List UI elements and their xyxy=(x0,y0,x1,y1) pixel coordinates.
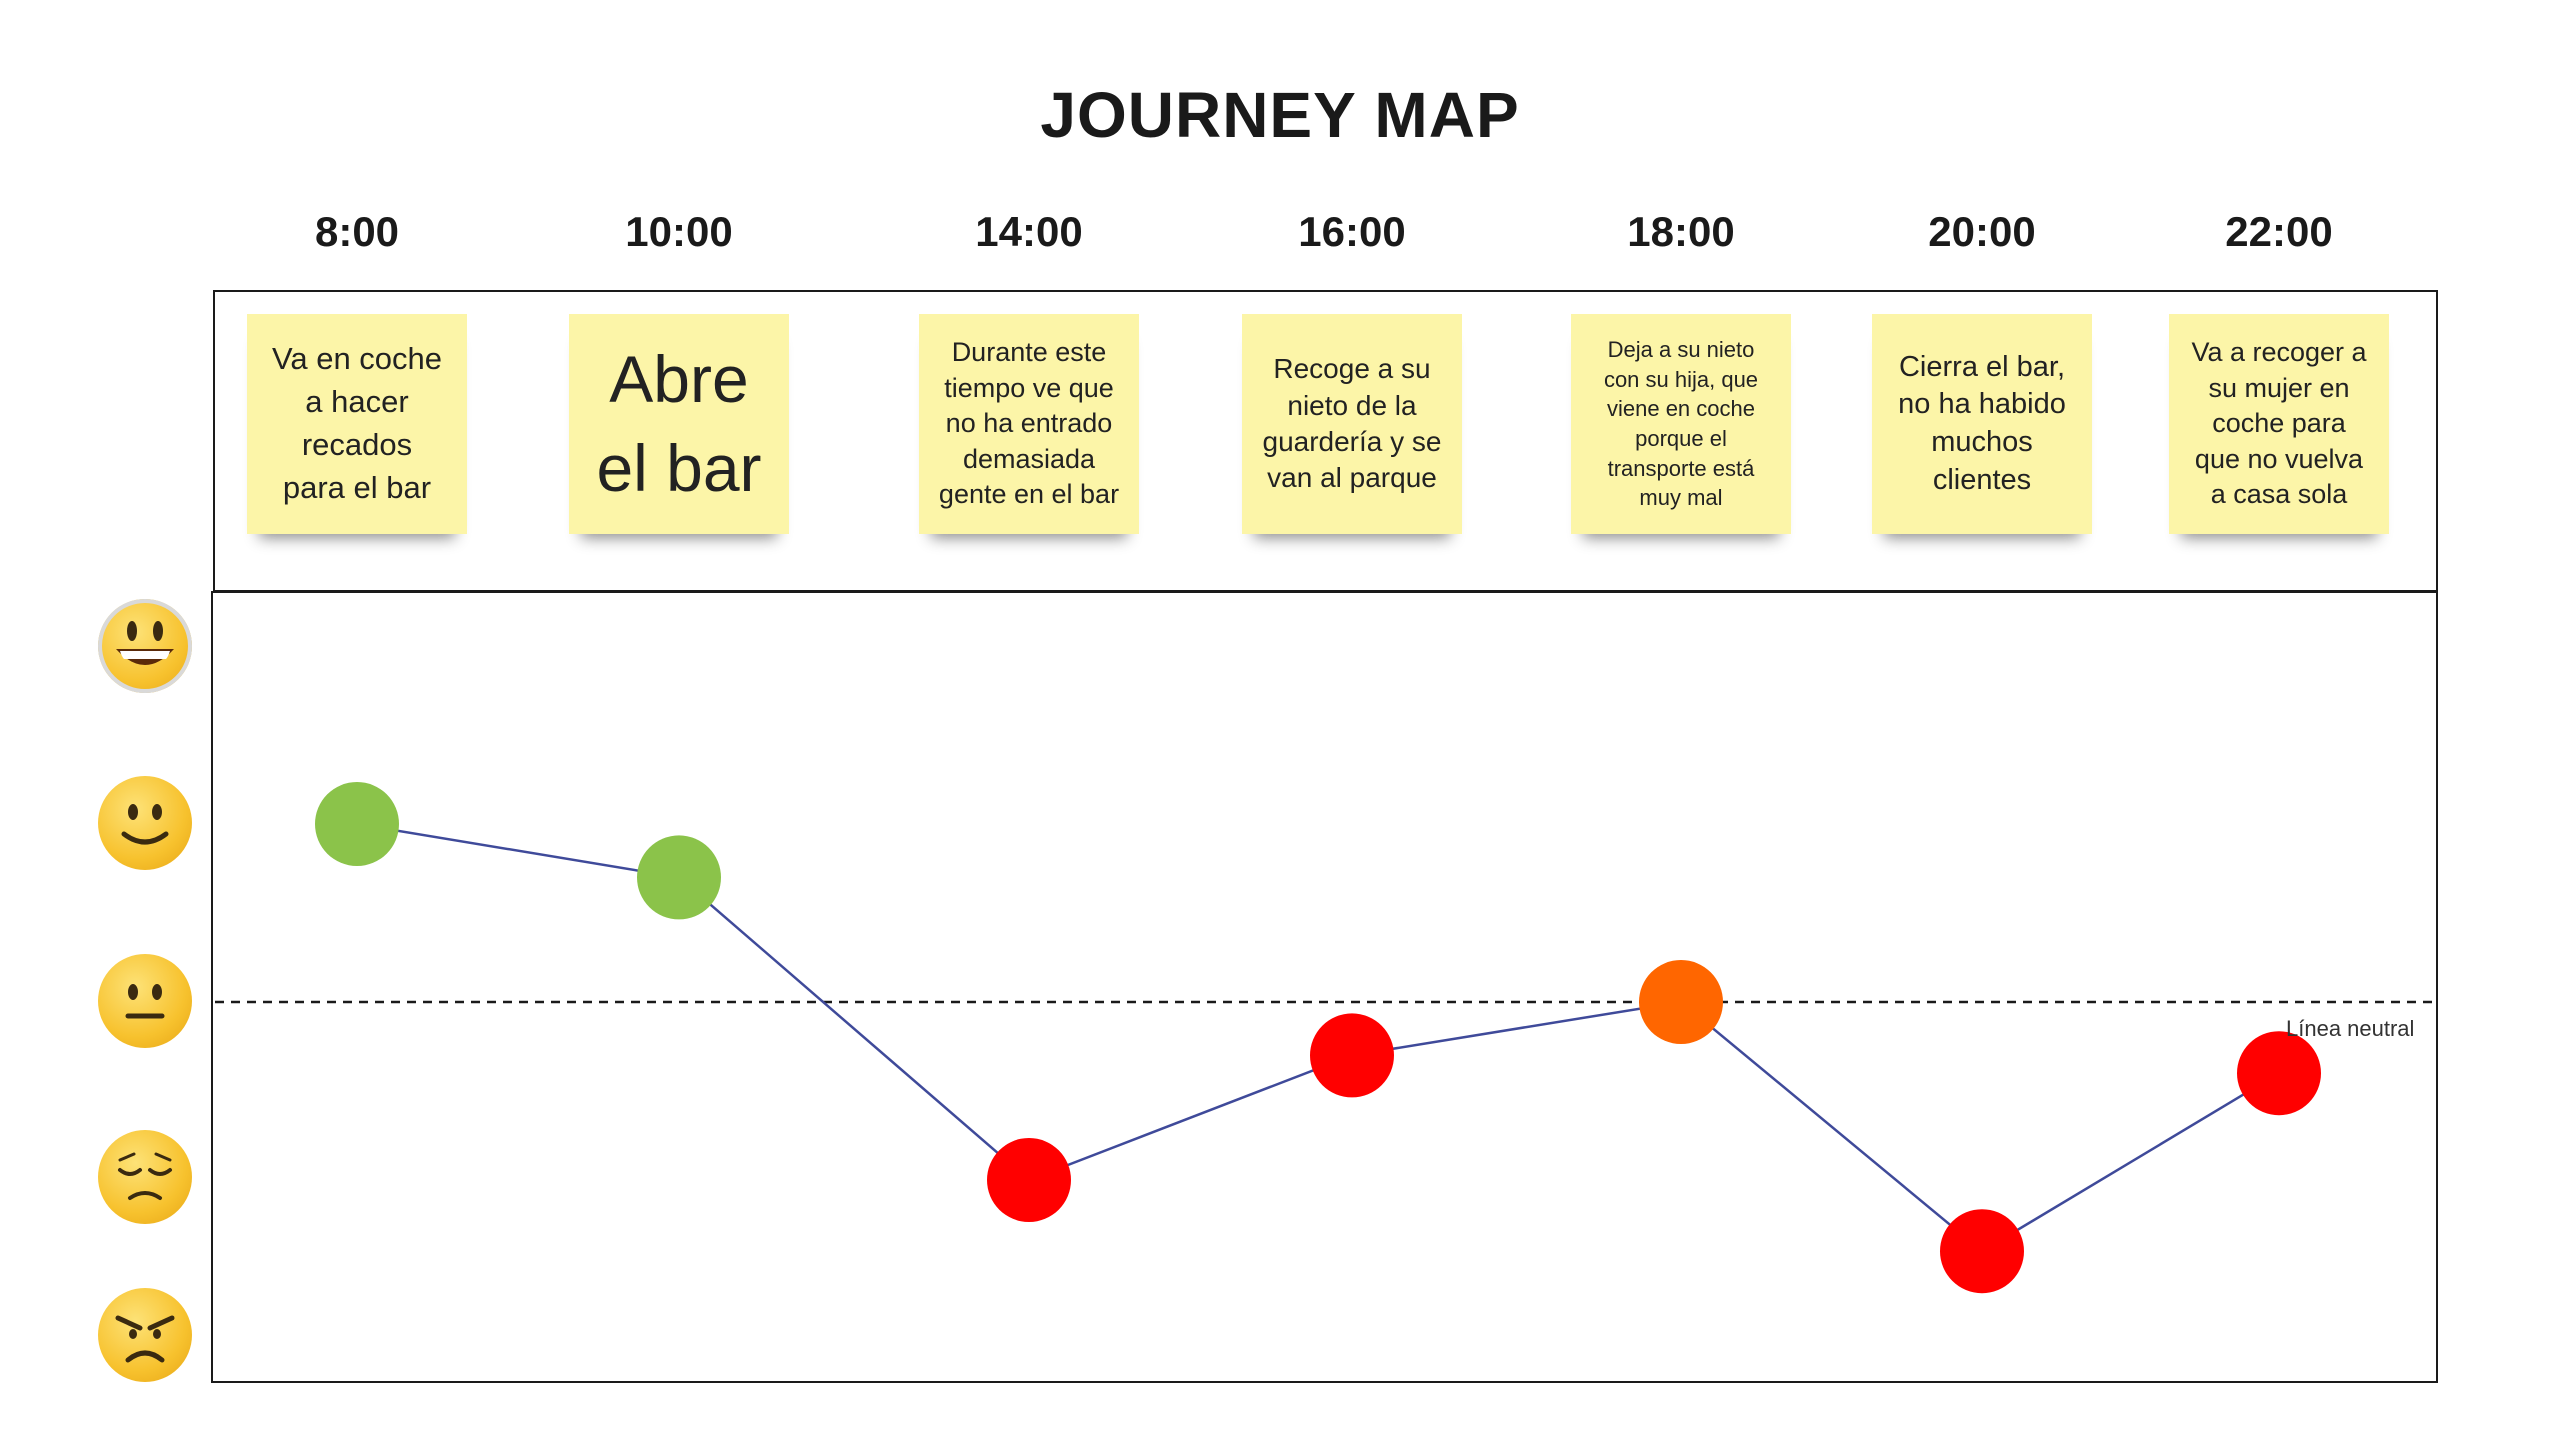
data-point xyxy=(1940,1209,2024,1294)
data-point xyxy=(637,835,721,920)
sticky-note: Durante este tiempo ve que no ha entrado… xyxy=(919,314,1139,534)
data-point xyxy=(2237,1031,2321,1116)
sticky-note: Va en coche a hacer recados para el bar xyxy=(247,314,467,534)
happy-face-icon xyxy=(98,776,192,870)
series-segment xyxy=(678,876,1030,1181)
neutral-line-label: Línea neutral xyxy=(2286,1016,2415,1041)
series-segment xyxy=(1351,1000,1682,1057)
time-label: 14:00 xyxy=(975,208,1083,255)
page-title: JOURNEY MAP xyxy=(1040,79,1520,151)
sticky-note: Cierra el bar, no ha habido muchos clien… xyxy=(1872,314,2092,534)
sticky-note-text: Cierra el bar, no ha habido muchos clien… xyxy=(1898,350,2066,496)
emotion-chart-panel xyxy=(211,591,2438,1383)
time-label: 16:00 xyxy=(1298,208,1406,255)
sticky-note-text: Abre el bar xyxy=(596,341,762,505)
series-segment xyxy=(1028,1054,1353,1182)
neutral-face-icon xyxy=(98,954,192,1048)
time-label: 22:00 xyxy=(2225,208,2333,255)
series-segment xyxy=(356,822,680,879)
sticky-note: Va a recoger a su mujer en coche para qu… xyxy=(2169,314,2389,534)
sticky-note: Deja a su nieto con su hija, que viene e… xyxy=(1571,314,1791,534)
time-label: 10:00 xyxy=(625,208,733,255)
data-point xyxy=(1639,960,1723,1044)
sad-face-icon xyxy=(98,1130,192,1224)
angry-face-icon xyxy=(98,1288,192,1382)
sticky-note-text: Va en coche a hacer recados para el bar xyxy=(271,341,443,505)
sticky-note-text: Durante este tiempo ve que no ha entrado… xyxy=(938,336,1120,510)
series-segment xyxy=(1981,1072,2280,1253)
data-point xyxy=(987,1138,1071,1222)
time-label: 20:00 xyxy=(1928,208,2036,255)
series-segment xyxy=(1680,1001,1983,1253)
sticky-note: Abre el bar xyxy=(569,314,789,534)
time-label: 8:00 xyxy=(314,208,400,255)
data-point xyxy=(1310,1013,1394,1098)
sticky-note-text: Deja a su nieto con su hija, que viene e… xyxy=(1603,336,1759,511)
sticky-note: Recoge a su nieto de la guardería y se v… xyxy=(1242,314,1462,534)
sticky-note-text: Recoge a su nieto de la guardería y se v… xyxy=(1262,353,1442,494)
data-point xyxy=(315,782,399,866)
time-label: 18:00 xyxy=(1627,208,1735,255)
very-happy-face-icon xyxy=(98,599,192,693)
sticky-note-text: Va a recoger a su mujer en coche para qu… xyxy=(2191,336,2367,510)
